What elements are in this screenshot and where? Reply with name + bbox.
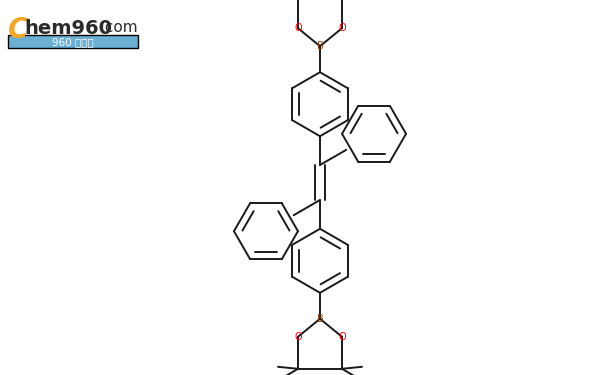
Text: O: O [294,332,302,342]
Text: .com: .com [100,21,137,36]
Text: B: B [316,41,324,51]
Text: O: O [338,332,346,342]
Text: B: B [316,314,324,324]
Text: C: C [8,16,28,44]
Text: O: O [338,23,346,33]
Text: hem960: hem960 [24,18,112,38]
FancyBboxPatch shape [8,35,138,48]
Text: 960 化工网: 960 化工网 [52,37,94,47]
Text: O: O [294,23,302,33]
